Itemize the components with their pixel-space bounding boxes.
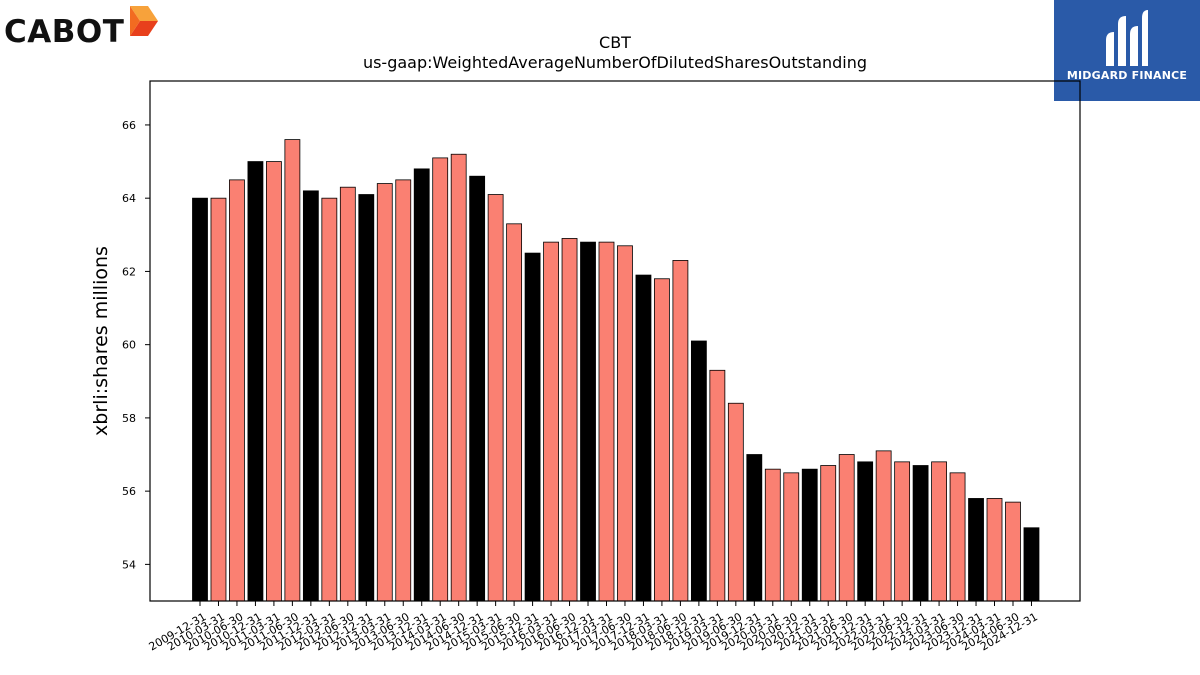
bar-2014-03-31 <box>432 157 449 602</box>
bar-2020-12-31 <box>801 468 818 602</box>
bar-2019-03-31 <box>709 369 726 602</box>
bar-2011-03-31 <box>266 161 282 602</box>
bar-2016-03-31 <box>543 241 559 602</box>
bar-2013-06-30 <box>395 179 412 602</box>
bar-2010-06-30 <box>229 179 245 602</box>
bar-2019-06-30 <box>727 402 744 602</box>
chart-title: CBT <box>599 33 631 52</box>
bar-2017-06-30 <box>617 245 633 602</box>
bar-2010-03-31 <box>210 197 227 602</box>
bar-2023-03-31 <box>931 461 947 602</box>
bar-2016-06-30 <box>561 238 578 602</box>
bar-2020-06-30 <box>783 472 800 602</box>
midgard-logo: MIDGARD FINANCE <box>1054 0 1200 101</box>
bar-2012-12-31 <box>358 194 375 602</box>
bar-2018-06-30 <box>672 260 689 602</box>
y-ticks-group: 54 56 58 60 62 64 66 <box>122 119 150 571</box>
bar-2018-03-31 <box>654 278 670 602</box>
bar-2015-03-31 <box>487 194 504 602</box>
bar-2017-12-31 <box>635 274 652 602</box>
bar-2014-12-31 <box>469 175 486 602</box>
bar-2013-12-31 <box>413 168 430 602</box>
cabot-logo-text: CABOT <box>4 14 125 50</box>
y-tick-label: 62 <box>122 265 136 278</box>
bar-2015-12-31 <box>524 252 541 602</box>
plot-frame <box>149 80 1081 602</box>
bar-2023-06-30 <box>949 472 966 602</box>
y-tick-label: 66 <box>122 119 136 132</box>
bar-2013-03-31 <box>376 183 393 602</box>
bar-2009-12-31 <box>192 197 208 602</box>
cabot-flame-icon <box>130 6 158 36</box>
bar-2011-06-30 <box>284 139 301 602</box>
midgard-emblem-icon <box>1106 10 1148 66</box>
bars-group <box>192 139 1040 602</box>
y-tick-label: 58 <box>122 412 136 425</box>
x-ticks-group: 2009-12-312010-03-312010-06-302010-12-31… <box>147 601 1040 653</box>
bar-2021-03-31 <box>820 465 837 602</box>
bar-2022-12-31 <box>912 465 929 602</box>
bar-2024-03-31 <box>986 498 1003 602</box>
bar-2012-03-31 <box>321 197 338 602</box>
chart-subtitle: us-gaap:WeightedAverageNumberOfDilutedSh… <box>363 53 867 72</box>
y-axis-label: xbrli:shares millions <box>90 246 112 436</box>
y-tick-label: 54 <box>122 558 136 571</box>
cabot-logo: CABOT <box>4 4 164 54</box>
bar-2020-03-31 <box>764 468 781 602</box>
bar-2023-12-31 <box>968 498 984 602</box>
bar-2021-12-31 <box>857 461 874 602</box>
bar-2015-06-30 <box>506 223 523 602</box>
bar-2016-12-31 <box>580 241 596 602</box>
bar-2021-06-30 <box>838 454 855 602</box>
bar-2022-06-30 <box>894 461 911 602</box>
bar-2019-12-31 <box>746 454 763 602</box>
bar-2022-03-31 <box>875 450 892 602</box>
y-tick-label: 60 <box>122 339 136 352</box>
bar-2017-03-31 <box>598 241 615 602</box>
bar-2012-06-30 <box>339 186 356 602</box>
bar-2011-12-31 <box>302 190 319 602</box>
bar-2024-12-31 <box>1023 527 1040 602</box>
y-tick-label: 64 <box>122 192 136 205</box>
bar-2024-06-30 <box>1005 501 1021 602</box>
bar-2010-12-31 <box>247 161 264 602</box>
midgard-logo-text: MIDGARD FINANCE <box>1066 69 1188 82</box>
bar-2018-12-31 <box>690 340 707 602</box>
y-tick-label: 56 <box>122 485 136 498</box>
bar-2014-06-30 <box>450 153 467 602</box>
